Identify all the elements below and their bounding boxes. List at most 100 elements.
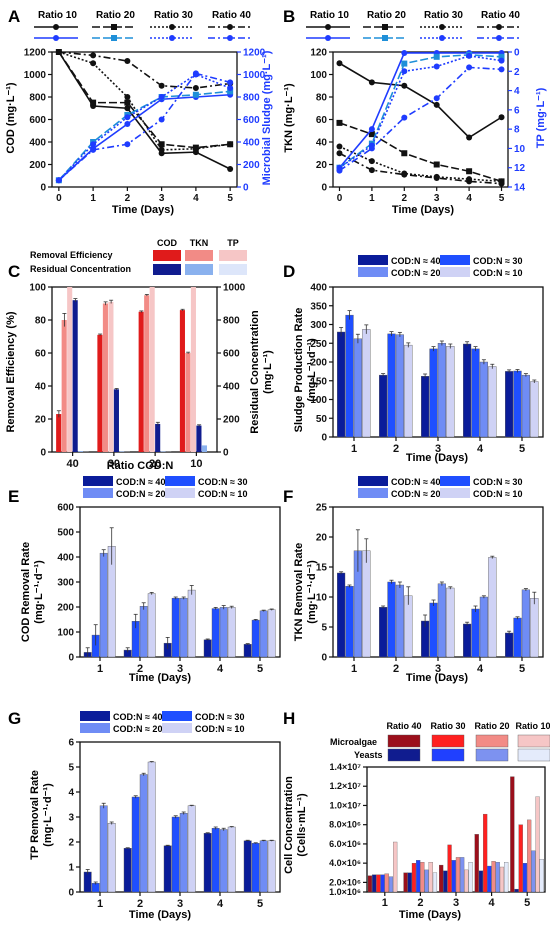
bar-d-s1-4 <box>463 343 472 438</box>
bar-d-s2-1 <box>345 314 354 438</box>
bar-f-s1-5 <box>505 632 514 658</box>
point-a-7-5 <box>227 79 234 86</box>
bar-h-s3-3 <box>447 844 452 893</box>
legend-b-marker-blue-4 <box>496 35 502 41</box>
y-tick-label-f-3: 15 <box>316 563 328 574</box>
x-tick-label-c-2: 20 <box>149 458 161 470</box>
legend-c-col-3: TP <box>227 238 239 248</box>
x-tick-label-e-0: 1 <box>97 663 103 675</box>
point-a-4-2 <box>124 121 131 127</box>
x-tick-label-c-0: 40 <box>67 458 79 470</box>
legend-e-swatch-3 <box>83 488 113 498</box>
bar-h-s7-5 <box>535 796 540 893</box>
bar-c-s4-3 <box>155 423 161 452</box>
y-tick-label-e-3: 300 <box>57 578 74 589</box>
legend-b-label-3: Ratio 30 <box>424 10 463 21</box>
legend-b-marker-blue-3 <box>439 35 445 41</box>
bar-g-s2-4 <box>211 828 220 893</box>
bar-g-s4-2 <box>147 761 156 893</box>
legend-h-swatch-microalgae-2 <box>431 734 465 748</box>
y-tick-right-label-b-2: 4 <box>514 86 520 97</box>
legend-d-swatch-3 <box>358 267 388 277</box>
y-axis-title-d-2: (mg·L⁻¹·d⁻¹) <box>306 338 318 402</box>
y-axis-title-h-1: Cell Concentration <box>283 776 295 874</box>
legend-h-swatch-yeasts-4 <box>517 748 550 762</box>
y-tick-right-label-b-7: 14 <box>514 183 526 194</box>
bar-h-s8-4 <box>504 862 509 893</box>
x-tick-label-f-2: 3 <box>435 663 441 675</box>
y-tick-right-label-a-3: 600 <box>243 115 260 126</box>
bar-d-s2-4 <box>471 348 480 438</box>
bar-g-s4-1 <box>107 823 116 893</box>
x-tick-label-e-2: 3 <box>177 663 183 675</box>
bar-h-s4-1 <box>380 874 385 893</box>
bar-c-s1-3 <box>138 311 144 452</box>
bar-d-s4-4 <box>488 366 497 438</box>
plot-frame-a <box>51 51 238 188</box>
x-tick-label-g-2: 3 <box>177 898 183 910</box>
y-tick-label-e-0: 0 <box>68 653 74 664</box>
x-tick-label-h-2: 3 <box>453 897 459 909</box>
y-tick-label-h-6: 1.2×10⁷ <box>330 781 362 791</box>
legend-g-swatch-3 <box>80 723 110 733</box>
y-tick-label-c-2: 40 <box>35 382 47 393</box>
y-axis-right-title-b: TP (mg·L⁻¹) <box>535 87 547 148</box>
legend-f: COD:N ≈ 40 COD:N ≈ 30 COD:N ≈ 20 COD:N ≈… <box>391 477 522 499</box>
legend-b: Ratio 10 Ratio 20 Ratio 30 Ratio 40 <box>310 10 520 21</box>
y-tick-right-label-b-6: 12 <box>514 163 526 174</box>
legend-g-label-4: COD:N ≈ 10 <box>195 724 244 734</box>
legend-g-label-3: COD:N ≈ 20 <box>113 724 162 734</box>
bar-h-s1-1 <box>367 875 373 893</box>
bar-g-s1-3 <box>163 845 172 893</box>
legend-h-swatch-yeasts-3 <box>475 748 509 762</box>
point-a-3-3 <box>158 82 165 89</box>
legend-c-row-1: Removal Efficiency <box>30 250 113 260</box>
point-b-0-5 <box>498 114 505 121</box>
point-b-3-0 <box>336 150 343 157</box>
y-tick-label-c-5: 100 <box>29 283 46 294</box>
legend-a-label-1: Ratio 10 <box>38 10 77 21</box>
y-tick-right-label-c-0: 0 <box>223 448 229 459</box>
series-line-b-right-1 <box>338 52 502 169</box>
point-b-6-3 <box>433 63 440 70</box>
legend-b-marker-blue-1 <box>325 35 331 41</box>
x-tick-label-f-0: 1 <box>351 663 357 675</box>
y-axis-right-title-a: Microbial Sludge (mg·L⁻¹) <box>261 50 273 185</box>
y-axis-right-title-c-1: Residual Concentration <box>249 310 261 434</box>
y-tick-label-b-3: 60 <box>316 115 328 126</box>
series-line-a-right-3 <box>58 73 231 181</box>
legend-d-swatch-4 <box>440 267 470 277</box>
x-tick-label-b-0: 0 <box>337 193 343 204</box>
x-tick-label-a-0: 0 <box>56 193 62 204</box>
y-tick-label-a-0: 0 <box>40 183 46 194</box>
y-tick-label-h-0: 1.0×10⁶ <box>329 887 361 897</box>
legend-e-swatch-1 <box>83 476 113 486</box>
bar-f-s4-5 <box>530 598 539 658</box>
bar-f-s2-3 <box>429 602 438 658</box>
y-tick-label-g-1: 1 <box>68 863 74 874</box>
bar-c-s2-2 <box>102 303 108 452</box>
point-a-3-2 <box>124 58 131 64</box>
panel-letter-c: C <box>8 262 20 281</box>
point-b-7-5 <box>498 66 505 73</box>
bar-d-s1-1 <box>337 331 346 438</box>
bar-h-s8-2 <box>432 872 438 893</box>
y-axis-title-f-2: (mg·L⁻¹·d⁻¹) <box>306 560 318 624</box>
bar-d-s2-3 <box>429 348 438 438</box>
series-line-b-left-3 <box>339 145 502 183</box>
legend-f-label-3: COD:N ≈ 20 <box>391 489 440 499</box>
x-axis-title-e: Time (Days) <box>129 672 191 684</box>
legend-g: COD:N ≈ 40 COD:N ≈ 30 COD:N ≈ 20 COD:N ≈… <box>113 712 244 734</box>
x-tick-label-h-4: 5 <box>524 897 530 909</box>
panel-letter-b: B <box>283 7 295 26</box>
plot-frame-b <box>332 51 509 188</box>
bar-g-s1-2 <box>123 848 132 893</box>
legend-a-marker-black-3 <box>169 24 175 30</box>
point-b-7-1 <box>368 145 375 152</box>
bar-h-s2-1 <box>372 874 377 893</box>
legend-h-swatch-yeasts-2 <box>431 748 465 762</box>
x-axis-title-h: Time (Days) <box>399 909 461 921</box>
y-tick-label-g-6: 6 <box>68 738 74 749</box>
bar-d-s4-5 <box>530 381 539 438</box>
point-a-6-5 <box>227 85 234 91</box>
